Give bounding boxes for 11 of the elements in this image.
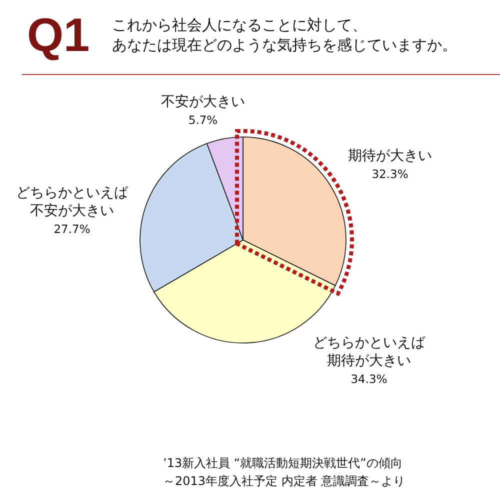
slice-label: 不安が大きい <box>161 94 245 110</box>
chart-title: Q1 <box>27 8 90 61</box>
data-label: 34.3% <box>350 372 388 386</box>
text: ’13新入社員 “就職活動短期決戦世代”の傾向～2013年度入社予定 内定者 意識調査～より <box>163 455 406 490</box>
data-label: 27.7% <box>54 222 90 236</box>
chart-subtitle: これから社会人になることに対して、あなたは現在どのような気持ちを感じていますか。 <box>112 15 457 55</box>
slice-label: 期待が大きい <box>348 148 432 164</box>
data-label: 5.7% <box>188 113 218 127</box>
slice-label: どちらかといえば期待が大きい <box>313 335 426 369</box>
data-label: 32.3% <box>372 167 408 181</box>
slice-label: どちらかといえば不安が大きい <box>16 185 129 219</box>
